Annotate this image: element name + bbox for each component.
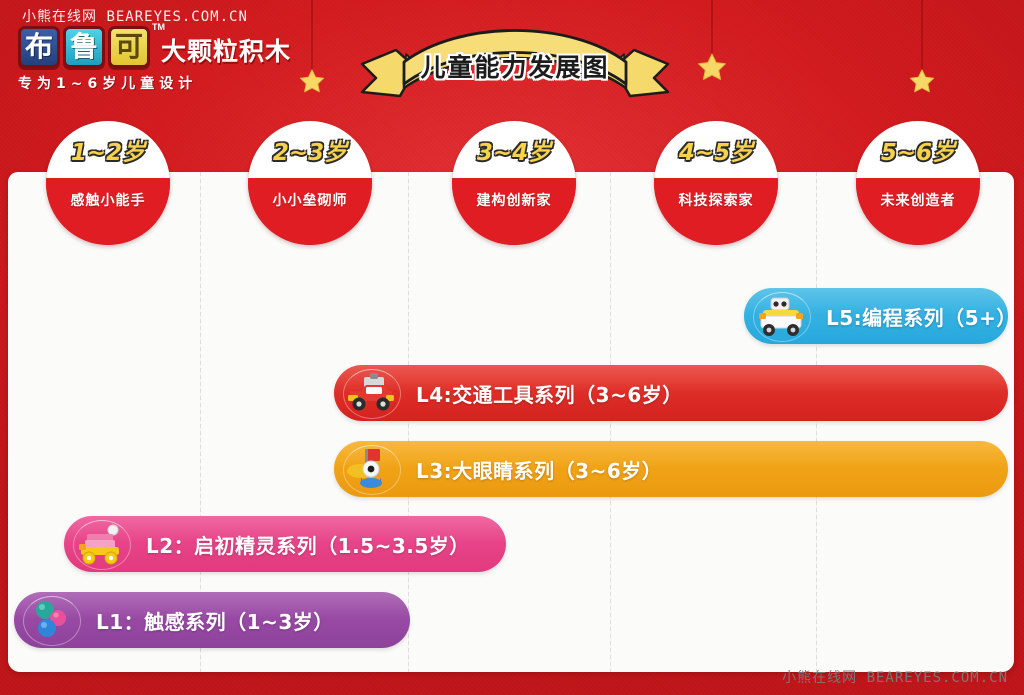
age-circle-top: 3~4岁 — [452, 121, 576, 178]
age-title-label: 未来创造者 — [880, 193, 956, 209]
age-circle-bottom: 感触小能手 — [46, 178, 170, 245]
watermark-top-en: BEAREYES.COM.CN — [106, 9, 248, 25]
brand-logo: 布 鲁 可 TM 大颗粒积木 专为1~6岁儿童设计 — [18, 22, 292, 93]
age-range-label: 3~4岁 — [476, 139, 552, 166]
watermark-top: 小熊在线网 BEAREYES.COM.CN — [22, 6, 248, 26]
age-range-label: 1~2岁 — [70, 139, 146, 166]
gridline-2 — [408, 172, 409, 672]
age-circle-3-4[interactable]: 3~4岁 建构创新家 — [452, 121, 576, 245]
age-circle-bottom: 未来创造者 — [856, 178, 980, 245]
age-title-label: 建构创新家 — [476, 193, 552, 209]
age-title-label: 感触小能手 — [70, 193, 146, 209]
level-bar-label: L5:编程系列（5+） — [826, 305, 1008, 330]
yellow-wagon-icon — [70, 518, 132, 570]
brand-badge-lu: 鲁 — [63, 26, 105, 68]
age-circle-5-6[interactable]: 5~6岁 未来创造者 — [856, 121, 980, 245]
age-circle-1-2[interactable]: 1~2岁 感触小能手 — [46, 121, 170, 245]
age-range-label: 4~5岁 — [678, 139, 754, 166]
age-circle-top: 4~5岁 — [654, 121, 778, 178]
age-circle-4-5[interactable]: 4~5岁 科技探索家 — [654, 121, 778, 245]
level-bar-label: L2：启初精灵系列（1.5~3.5岁） — [146, 533, 470, 558]
level-bar-L5[interactable]: L5:编程系列（5+） — [744, 288, 1008, 344]
chart-board — [8, 172, 1014, 672]
brand-badge-ke: 可 — [108, 26, 150, 68]
level-bar-L1[interactable]: L1：触感系列（1~3岁） — [14, 592, 410, 648]
watermark-top-cn: 小熊在线网 — [22, 9, 97, 25]
level-bar-label: L4:交通工具系列（3~6岁） — [416, 382, 683, 407]
level-bar-L4[interactable]: L4:交通工具系列（3~6岁） — [334, 365, 1008, 421]
gridline-3 — [610, 172, 611, 672]
brand-badge-bu: 布 — [18, 26, 60, 68]
age-title-label: 小小垒砌师 — [272, 193, 348, 209]
title-banner: 儿童能力发展图 — [360, 22, 670, 102]
watermark-bottom: 小熊在线网 BEAREYES.COM.CN — [782, 667, 1008, 687]
level-bar-label: L1：触感系列（1~3岁） — [96, 609, 334, 634]
trademark-icon: TM — [152, 22, 165, 32]
age-circle-top: 2~3岁 — [248, 121, 372, 178]
age-circle-top: 1~2岁 — [46, 121, 170, 178]
age-range-label: 5~6岁 — [880, 139, 956, 166]
watermark-bottom-cn: 小熊在线网 — [782, 670, 858, 686]
red-truck-icon — [340, 367, 402, 419]
watermark-bottom-en: BEAREYES.COM.CN — [866, 670, 1008, 686]
age-circle-bottom: 科技探索家 — [654, 178, 778, 245]
brand-badges: 布 鲁 可 TM — [18, 22, 165, 68]
gridline-4 — [816, 172, 817, 672]
tactile-balls-icon — [20, 594, 82, 646]
age-circle-2-3[interactable]: 2~3岁 小小垒砌师 — [248, 121, 372, 245]
level-bar-label: L3:大眼睛系列（3~6岁） — [416, 458, 663, 483]
brand-tagline-main: 大颗粒积木 — [161, 37, 292, 66]
big-eyes-creature-icon — [340, 443, 402, 495]
age-circle-bottom: 建构创新家 — [452, 178, 576, 245]
level-bar-L2[interactable]: L2：启初精灵系列（1.5~3.5岁） — [64, 516, 506, 572]
age-range-label: 2~3岁 — [272, 139, 348, 166]
brand-logo-row: 布 鲁 可 TM 大颗粒积木 — [18, 22, 292, 68]
gridline-1 — [200, 172, 201, 672]
age-title-label: 科技探索家 — [678, 193, 754, 209]
programming-robot-car-icon — [750, 290, 812, 342]
age-circle-top: 5~6岁 — [856, 121, 980, 178]
age-circle-bottom: 小小垒砌师 — [248, 178, 372, 245]
level-bar-L3[interactable]: L3:大眼睛系列（3~6岁） — [334, 441, 1008, 497]
brand-tagline-sub: 专为1~6岁儿童设计 — [18, 76, 198, 92]
